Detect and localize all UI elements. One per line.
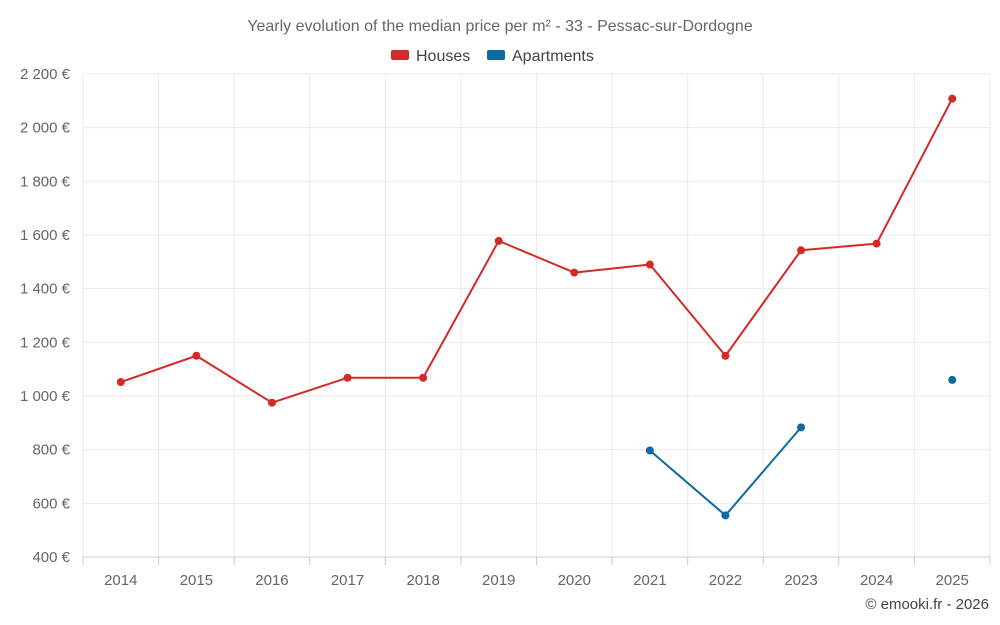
y-tick-label: 2 000 €: [20, 120, 71, 137]
series-layer: [116, 94, 957, 520]
x-tick-label: 2015: [180, 572, 213, 589]
x-tick-label: 2016: [255, 572, 288, 589]
data-point-houses[interactable]: [797, 246, 806, 255]
data-point-apartments[interactable]: [721, 511, 730, 520]
data-point-houses[interactable]: [645, 260, 654, 269]
data-point-houses[interactable]: [267, 398, 276, 407]
x-tick-label: 2019: [482, 572, 515, 589]
x-tick-label: 2023: [784, 572, 817, 589]
data-point-houses[interactable]: [872, 239, 881, 248]
data-point-houses[interactable]: [948, 94, 957, 103]
legend-item-apartments[interactable]: Apartments: [487, 48, 594, 65]
legend-swatch-apartments: [487, 50, 505, 60]
data-point-houses[interactable]: [570, 268, 579, 277]
y-tick-label: 600 €: [32, 495, 70, 512]
y-tick-label: 1 200 €: [20, 334, 71, 351]
x-tick-label: 2020: [558, 572, 591, 589]
series-line-apartments: [650, 380, 952, 516]
data-point-houses[interactable]: [419, 373, 428, 382]
y-tick-label: 2 200 €: [20, 66, 71, 83]
legend-item-houses[interactable]: Houses: [391, 48, 470, 65]
data-point-houses[interactable]: [494, 236, 503, 245]
series-houses: [116, 94, 957, 407]
y-tick-label: 800 €: [32, 442, 70, 459]
y-tick-label: 1 600 €: [20, 227, 71, 244]
y-tick-label: 1 800 €: [20, 173, 71, 190]
x-tick-label: 2018: [406, 572, 439, 589]
series-line-houses: [120, 98, 954, 404]
x-tick-label: 2025: [936, 572, 969, 589]
data-point-apartments[interactable]: [645, 446, 654, 455]
data-point-houses[interactable]: [343, 373, 352, 382]
y-axis: 400 € 600 € 800 € 1 000 € 1 200 € 1 400 € 1 60…: [20, 66, 71, 566]
legend-label-houses: Houses: [416, 48, 470, 65]
y-tick-label: 1 000 €: [20, 388, 71, 405]
legend-swatch-houses: [391, 50, 409, 60]
data-point-houses[interactable]: [721, 351, 730, 360]
data-point-apartments[interactable]: [948, 375, 957, 384]
data-point-houses[interactable]: [192, 351, 201, 360]
legend: Houses Apartments: [391, 48, 594, 65]
y-tick-label: 400 €: [32, 549, 70, 566]
x-axis: 2014 2015 2016 2017 2018 2019 2020 2021 2022 2023…: [82, 556, 991, 589]
credit-text: © emooki.fr - 2026: [865, 596, 989, 613]
data-point-houses[interactable]: [116, 378, 125, 387]
x-tick-label: 2017: [331, 572, 364, 589]
legend-label-apartments: Apartments: [512, 48, 594, 65]
y-tick-label: 1 400 €: [20, 281, 71, 298]
series-apartments: [645, 375, 957, 520]
data-point-apartments[interactable]: [797, 423, 806, 432]
x-tick-label: 2024: [860, 572, 893, 589]
x-tick-label: 2022: [709, 572, 742, 589]
grid: [82, 73, 991, 557]
x-tick-label: 2014: [104, 572, 137, 589]
x-tick-label: 2021: [633, 572, 666, 589]
chart-title: Yearly evolution of the median price per…: [247, 18, 753, 35]
